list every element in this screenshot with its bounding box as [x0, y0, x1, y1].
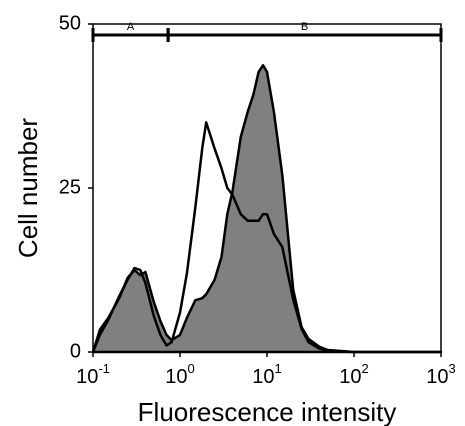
x-tick-base: 10 — [76, 366, 98, 388]
x-tick-exponent: 3 — [449, 361, 456, 376]
x-tick-base: 10 — [339, 366, 361, 388]
x-tick-base: 10 — [426, 366, 448, 388]
y-axis-label: Cell number — [13, 118, 43, 259]
gate-label: A — [127, 21, 135, 33]
x-tick-base: 10 — [252, 366, 274, 388]
x-tick-base: 10 — [165, 366, 187, 388]
histogram-area — [91, 64, 443, 354]
x-tick-exponent: 0 — [188, 361, 195, 376]
y-tick-label: 50 — [59, 12, 81, 34]
y-tick-label: 0 — [70, 340, 81, 362]
x-tick-exponent: 1 — [275, 361, 282, 376]
x-tick-label: 101 — [252, 361, 281, 388]
gate-label: B — [301, 21, 308, 33]
x-tick-exponent: 2 — [362, 361, 369, 376]
x-tick-label: 100 — [165, 361, 194, 388]
x-tick-label: 10-1 — [76, 361, 110, 388]
x-tick-label: 102 — [339, 361, 368, 388]
x-axis-label: Fluorescence intensity — [138, 397, 397, 426]
histogram-line — [91, 121, 441, 354]
x-tick-label: 103 — [426, 361, 455, 388]
y-tick-label: 25 — [59, 176, 81, 198]
x-tick-exponent: -1 — [98, 361, 110, 376]
